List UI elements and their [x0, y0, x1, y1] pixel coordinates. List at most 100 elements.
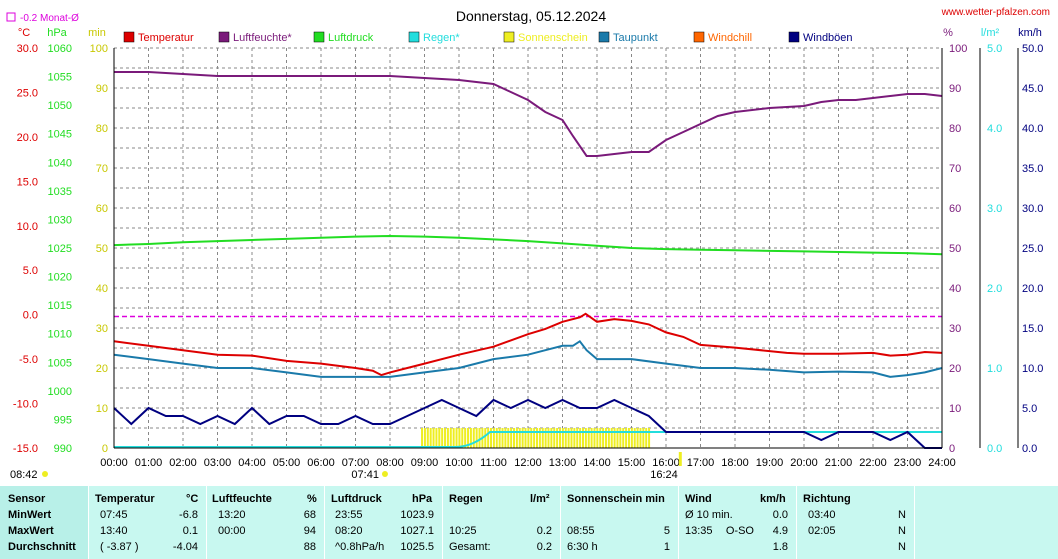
sunshine-bar [426, 428, 429, 448]
x-tick-label: 02:00 [169, 457, 197, 469]
stats-cell-w_time: 13:35 [685, 525, 713, 537]
sunshine-axis-tick-label: 50 [96, 243, 108, 255]
stats-cell-t_time: 07:45 [100, 509, 128, 521]
stats-cell-h_time: 00:00 [218, 525, 246, 537]
sunshine-bar [490, 428, 493, 448]
temperature-axis-tick-label: 10.0 [17, 221, 38, 233]
sunrise-icon [381, 471, 388, 477]
pressure-axis-tick-label: 1025 [48, 243, 72, 255]
stats-cell-d_val: N [898, 525, 906, 537]
legend-label-gusts: Windböen [803, 32, 853, 44]
stats-cell-w_dir: O-SO [725, 525, 754, 537]
sunshine-bar [467, 428, 470, 448]
wind-axis-tick-label: 20.0 [1022, 283, 1043, 295]
sunshine-axis-tick-label: 20 [96, 363, 108, 375]
x-tick-label: 15:00 [618, 457, 646, 469]
sunshine-bar [610, 428, 613, 448]
column-divider [442, 486, 443, 559]
pressure-axis-unit-label: hPa [47, 27, 67, 39]
sunshine-bar [449, 428, 452, 448]
stats-cell-p_val: 1023.9 [400, 509, 434, 521]
sunshine-bar [561, 428, 564, 448]
pressure-axis-tick-label: 1045 [48, 129, 72, 141]
sunshine-bar [492, 428, 495, 448]
month-avg-legend-swatch [6, 12, 16, 22]
humidity-axis-tick-label: 60 [949, 203, 961, 215]
stats-header-humidity: Luftfeuchte [212, 493, 272, 505]
stats-cell-h_time: 13:20 [218, 509, 246, 521]
stats-header-temperature: Temperatur [95, 493, 155, 505]
temperature-axis-tick-label: 15.0 [17, 176, 38, 188]
x-tick-label: 20:00 [790, 457, 818, 469]
wind-axis-tick-label: 25.0 [1022, 243, 1043, 255]
wind-axis-unit-label: km/h [1018, 27, 1042, 39]
sunshine-bar [518, 428, 521, 448]
column-divider [206, 486, 207, 559]
sunshine-bar [527, 428, 530, 448]
sunshine-axis-tick-label: 90 [96, 83, 108, 95]
sunshine-axis-tick-label: 70 [96, 163, 108, 175]
wind-axis-tick-label: 15.0 [1022, 323, 1043, 335]
stats-cell-s_time: 08:55 [567, 525, 595, 537]
x-tick-label: 05:00 [273, 457, 301, 469]
rain-axis-unit-label: l/m² [981, 27, 1000, 39]
sunshine-bar [550, 428, 553, 448]
legend-swatch-sunshine [503, 31, 515, 43]
sunshine-bar [593, 428, 596, 448]
stats-cell-t_time: 13:40 [100, 525, 128, 537]
sunshine-axis-unit-label: min [88, 27, 106, 39]
x-tick-label: 09:00 [411, 457, 439, 469]
sunshine-bar [636, 428, 639, 448]
sunshine-bar [581, 428, 584, 448]
sunshine-axis-tick-label: 10 [96, 403, 108, 415]
stats-header-pressure-unit: hPa [412, 493, 433, 505]
sunshine-bar [446, 428, 449, 448]
sunshine-bar [484, 428, 487, 448]
stats-cell-r_val: 0.2 [536, 541, 552, 553]
stats-cell-s_time: 6:30 h [567, 541, 598, 553]
sunshine-bar [461, 428, 464, 448]
sunshine-bar [564, 428, 567, 448]
sunshine-bar [619, 428, 622, 448]
column-divider [796, 486, 797, 559]
x-tick-label: 14:00 [583, 457, 611, 469]
stats-cell-w_val: 0.0 [772, 509, 788, 521]
sunshine-bar [478, 428, 481, 448]
sunshine-bar [541, 428, 544, 448]
humidity-axis-tick-label: 40 [949, 283, 961, 295]
temperature-axis-tick-label: 0.0 [23, 310, 38, 322]
sunshine-bar [590, 428, 593, 448]
sunset-label: 16:24 [650, 469, 678, 481]
legend-swatch-dewpoint [598, 31, 610, 43]
wind-axis-tick-label: 40.0 [1022, 123, 1043, 135]
statistics-table: Sensor Temperatur °C Luftfeuchte % Luftd… [0, 486, 1058, 559]
pressure-axis-tick-label: 1035 [48, 186, 72, 198]
sunrise-label: 07:41 [351, 469, 379, 481]
x-tick-label: 12:00 [514, 457, 542, 469]
sunshine-bar [607, 428, 610, 448]
sunshine-bar [633, 428, 636, 448]
x-tick-label: 08:00 [376, 457, 404, 469]
sunshine-bar [469, 428, 472, 448]
chart-legend: Temperatur Luftfeuchte* Luftdruck Regen* Son… [123, 31, 853, 44]
stats-cell-h_val: 88 [303, 541, 316, 553]
sunshine-bar [524, 428, 527, 448]
legend-label-humidity: Luftfeuchte* [233, 32, 292, 44]
site-link[interactable]: www.wetter-pfalzen.com [941, 7, 1050, 18]
stats-cell-r_time: 10:25 [449, 525, 477, 537]
sunshine-bar [556, 428, 559, 448]
stats-cell-t_time: ( -3.87 ) [100, 541, 139, 553]
sunshine-bar [613, 428, 616, 448]
stats-header-temperature-unit: °C [186, 493, 199, 505]
stats-header-wind-unit: km/h [760, 493, 786, 505]
sunshine-bar [475, 428, 478, 448]
column-divider [324, 486, 325, 559]
x-tick-label: 11:00 [480, 457, 507, 469]
column-divider [914, 486, 915, 559]
humidity-axis-tick-label: 0 [949, 443, 955, 455]
wind-axis-tick-label: 10.0 [1022, 363, 1043, 375]
sunshine-bar [567, 428, 570, 448]
sunshine-bar [533, 428, 536, 448]
sunshine-bar [472, 428, 475, 448]
legend-label-dewpoint: Taupunkt [613, 32, 658, 44]
